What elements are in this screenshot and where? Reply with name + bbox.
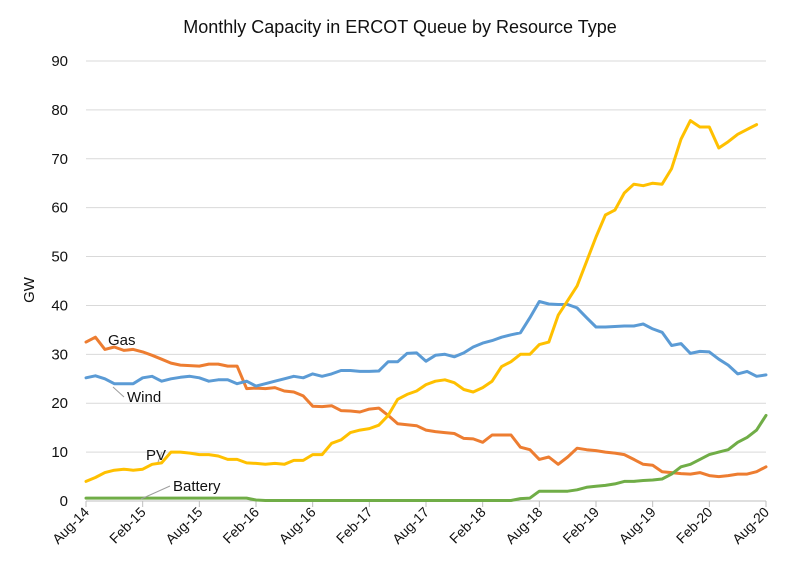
annotation-battery: Battery — [173, 478, 221, 495]
annotation-leader-line — [157, 451, 163, 463]
x-tick-label: Aug-15 — [162, 504, 205, 547]
y-tick-label: 80 — [51, 102, 68, 119]
series-annotations: Gas Wind PV Battery — [108, 332, 221, 500]
x-tick-label: Aug-18 — [502, 504, 545, 547]
y-tick-label: 40 — [51, 297, 68, 314]
y-tick-label: 0 — [60, 493, 68, 510]
y-tick-label: 60 — [51, 200, 68, 217]
x-tick-label: Aug-19 — [616, 504, 659, 547]
x-tick-label: Feb-15 — [106, 504, 149, 547]
y-tick-label: 30 — [51, 346, 68, 363]
battery-series-line — [84, 413, 768, 502]
annotation-pv: PV — [146, 447, 166, 464]
y-axis-label: GW — [21, 276, 38, 303]
x-tick-labels: Aug-14 Feb-15 Aug-15 Feb-16 Aug-16 Feb-17 Aug-… — [49, 501, 772, 547]
annotation-leader-line — [140, 485, 171, 500]
x-tick-label: Feb-17 — [333, 504, 376, 547]
y-tick-label: 20 — [51, 395, 68, 412]
x-tick-label: Feb-16 — [219, 504, 262, 547]
gridlines — [86, 60, 766, 502]
x-tick-label: Aug-20 — [729, 504, 772, 547]
y-tick-label: 10 — [51, 444, 68, 461]
annotation-gas: Gas — [108, 332, 136, 349]
pv-series-line — [84, 119, 759, 483]
gas-series-line — [84, 335, 768, 479]
y-tick-label: 90 — [51, 53, 68, 70]
x-tick-label: Aug-14 — [49, 504, 92, 547]
series-lines — [84, 119, 768, 502]
wind-series-line — [84, 300, 768, 388]
x-tick-label: Feb-19 — [559, 504, 602, 547]
y-tick-labels: 0 10 20 30 40 50 60 70 80 90 — [51, 53, 68, 510]
x-tick-label: Feb-18 — [446, 504, 489, 547]
y-tick-label: 50 — [51, 249, 68, 266]
annotation-leader-line — [112, 386, 125, 398]
chart-title: Monthly Capacity in ERCOT Queue by Resou… — [183, 17, 617, 37]
y-tick-label: 70 — [51, 151, 68, 168]
x-tick-label: Aug-16 — [276, 504, 319, 547]
x-tick-label: Aug-17 — [389, 504, 432, 547]
x-tick-label: Feb-20 — [673, 504, 716, 547]
annotation-wind: Wind — [127, 389, 161, 406]
